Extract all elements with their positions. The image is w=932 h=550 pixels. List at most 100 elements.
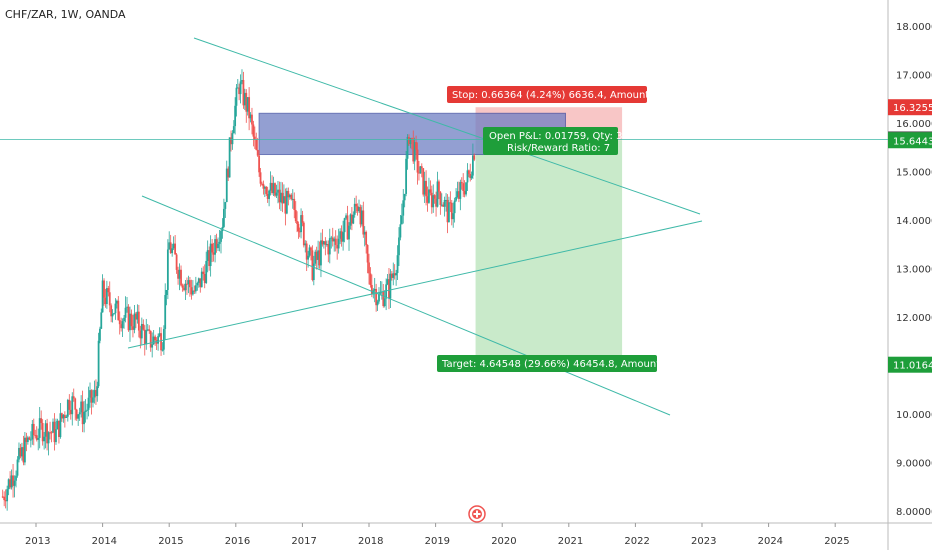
plot-area (0, 0, 888, 523)
price-marker-0[interactable]: 16.32553 (893, 103, 932, 114)
candle-body-284 (413, 142, 416, 162)
candle-body-290 (422, 168, 425, 195)
profit-zone[interactable] (475, 140, 623, 365)
candle-body-248 (362, 210, 365, 235)
upper-trendline[interactable] (193, 37, 701, 215)
candle-body-6 (10, 475, 13, 488)
candle-body-188 (275, 192, 278, 196)
candle-body-170 (249, 114, 252, 119)
candle-body-313 (455, 196, 457, 201)
candle-body-241 (352, 214, 355, 224)
candle-body-54 (81, 401, 84, 425)
candle-body-49 (74, 398, 77, 410)
candle-body-315 (458, 191, 460, 199)
time-tick-6: 2019 (425, 536, 450, 547)
candle-body-302 (439, 191, 442, 205)
candle-body-260 (379, 292, 382, 294)
candle-body-283 (412, 138, 415, 162)
candle-body-215 (314, 251, 317, 264)
candle-body-306 (445, 199, 447, 201)
candle-body-67 (100, 312, 103, 329)
candle-body-202 (296, 221, 298, 224)
candle-body-133 (196, 282, 199, 286)
stop-label: Stop: 0.66364 (4.24%) 6636.4, Amount: 75… (452, 90, 691, 101)
candle-body-98 (145, 330, 148, 345)
pnl-label-bg (483, 127, 618, 155)
candle-body-191 (280, 192, 282, 203)
candle-body-221 (322, 241, 325, 245)
candle-body-151 (223, 208, 225, 227)
candle-body-110 (162, 328, 165, 350)
candle-body-224 (327, 244, 330, 255)
candle-body-300 (436, 181, 439, 207)
candle-body-245 (358, 207, 360, 212)
candle-body-318 (462, 183, 465, 192)
candle-body-156 (230, 137, 232, 145)
position-zones[interactable] (258, 107, 623, 365)
candle-body-196 (287, 190, 290, 198)
candle-body-214 (312, 263, 315, 281)
candle-body-35 (53, 421, 56, 443)
candle-body-31 (47, 432, 50, 444)
candle-body-4 (7, 479, 10, 490)
candle-body-141 (208, 250, 211, 267)
candle-body-253 (369, 273, 372, 285)
candle-body-107 (158, 333, 161, 337)
candle-body-5 (9, 479, 11, 488)
candle-body-282 (410, 137, 413, 139)
candle-body-199 (291, 198, 294, 200)
candle-body-309 (449, 202, 452, 204)
candle-body-247 (360, 210, 363, 225)
candle-body-122 (180, 269, 182, 286)
candle-body-138 (203, 273, 206, 284)
candle-body-219 (320, 240, 322, 266)
add-marker-icon[interactable] (468, 505, 486, 523)
candle-body-73 (108, 292, 111, 306)
candle-body-195 (285, 190, 288, 214)
candle-body-322 (468, 170, 470, 174)
channel-trendline[interactable] (141, 195, 671, 416)
price-tick-7: 10.00000 (896, 410, 932, 421)
candle-body-42 (63, 414, 66, 418)
price-axis[interactable]: 18.00000 17.00000 16.00000 15.00000 14.00000… (888, 22, 932, 518)
candle-body-15 (24, 437, 26, 463)
candle-body-296 (430, 192, 433, 208)
price-marker-2[interactable]: 15.64430 (893, 136, 932, 147)
candle-body-319 (463, 191, 466, 195)
trendlines[interactable] (0, 37, 888, 416)
candle-body-19 (29, 439, 32, 441)
candle-body-59 (89, 390, 91, 398)
candle-body-40 (61, 413, 63, 419)
candle-body-183 (268, 190, 270, 199)
candle-body-205 (300, 215, 302, 233)
candle-body-47 (71, 396, 74, 415)
price-marker-3[interactable]: 11.01641 (893, 361, 932, 372)
candle-body-139 (205, 260, 208, 284)
candle-body-263 (383, 298, 386, 307)
candle-body-83 (123, 317, 125, 322)
candle-body-230 (336, 244, 339, 249)
candle-body-289 (420, 166, 423, 169)
candle-body-311 (452, 213, 455, 220)
candle-body-159 (234, 105, 237, 127)
candle-body-48 (72, 396, 75, 399)
lower-trendline[interactable] (127, 220, 703, 349)
candle-body-177 (259, 172, 262, 184)
candle-body-256 (373, 288, 376, 291)
candle-body-88 (130, 313, 133, 327)
candle-body-153 (225, 168, 228, 203)
time-axis[interactable]: 2013 2014 2015 2016 2017 2018 2019 2020 2021 2022… (25, 523, 850, 547)
candle-body-82 (121, 321, 124, 329)
candle-body-168 (246, 97, 249, 112)
candle-body-28 (43, 436, 46, 442)
candle-body-113 (166, 249, 169, 290)
candle-body-80 (118, 320, 121, 325)
candle-body-174 (255, 139, 258, 150)
price-marker-bg-0 (888, 99, 932, 116)
candle-body-235 (343, 218, 346, 233)
candle-body-160 (235, 87, 238, 106)
rr-label: Risk/Reward Ratio: 7 (507, 143, 610, 154)
candle-body-58 (87, 397, 90, 410)
